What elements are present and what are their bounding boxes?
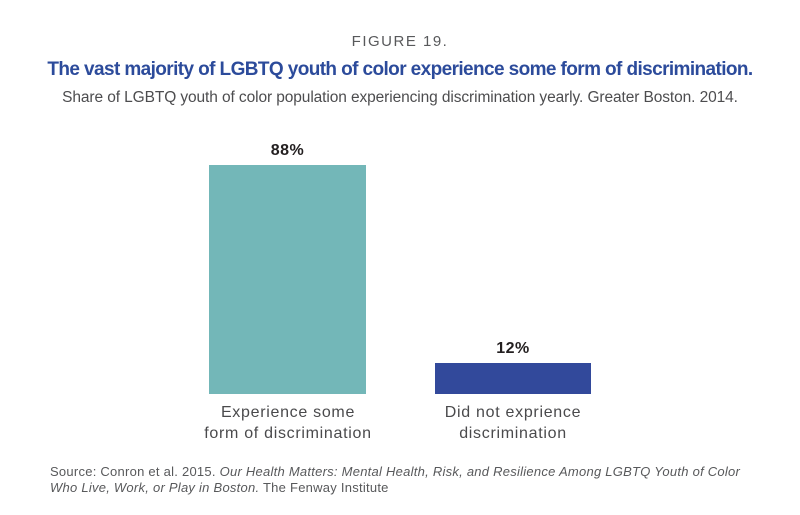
source-text-regular: Source: Conron et al. 2015. <box>50 464 220 479</box>
bar-no-discrimination <box>435 363 591 394</box>
bar-column-no-discrimination: 12% <box>435 340 591 394</box>
category-label-experience-discrimination: Experience some form of discrimination <box>178 402 398 444</box>
bar-column-experience-discrimination: 88% <box>209 142 366 394</box>
bar-value-label: 12% <box>496 340 530 357</box>
source-note: Source: Conron et al. 2015. Our Health M… <box>50 464 770 495</box>
category-label-line: Experience some <box>220 404 356 421</box>
bar-value-label: 88% <box>270 142 305 159</box>
source-line-2: Who Live, Work, or Play in Boston. The F… <box>50 480 770 496</box>
source-text-italic: Our Health Matters: Mental Health, Risk,… <box>219 464 741 479</box>
category-label-no-discrimination: Did not exprience discrimination <box>403 402 623 444</box>
chart-subtitle: Share of LGBTQ youth of color population… <box>62 89 738 106</box>
source-line-1: Source: Conron et al. 2015. Our Health M… <box>50 464 770 480</box>
source-text-italic: Who Live, Work, or Play in Boston. <box>50 479 260 495</box>
figure-number-label: FIGURE 19. <box>351 33 449 50</box>
bar-experience-discrimination <box>209 165 366 394</box>
chart-title: The vast majority of LGBTQ youth of colo… <box>47 59 753 80</box>
category-label-line: Did not exprience <box>444 404 582 421</box>
category-label-line: discrimination <box>459 425 567 442</box>
category-label-line: form of discrimination <box>204 425 372 442</box>
source-text-regular: The Fenway Institute <box>259 479 389 495</box>
